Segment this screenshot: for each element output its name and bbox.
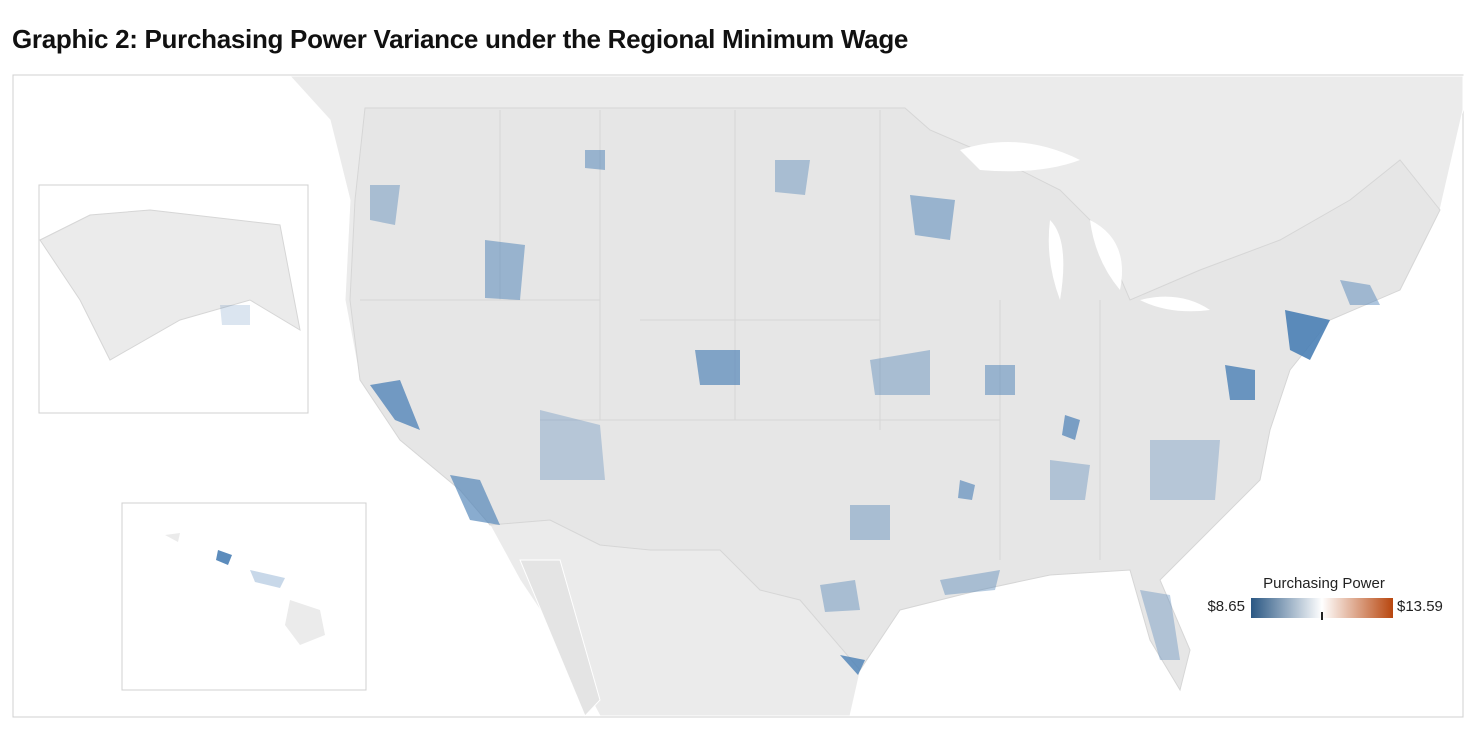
legend-max-label: $13.59	[1397, 598, 1443, 615]
legend: Purchasing Power $8.65 $13.59	[1207, 575, 1443, 620]
legend-min-label: $8.65	[1207, 598, 1245, 615]
regions	[370, 150, 1380, 675]
hawaii-inset	[121, 502, 367, 691]
legend-title: Purchasing Power	[1263, 575, 1385, 592]
lakes	[960, 142, 1210, 312]
united-states	[349, 107, 1441, 692]
title: Graphic 2: Purchasing Power Variance und…	[12, 24, 909, 54]
color-scale	[1251, 598, 1393, 618]
alaska-inset	[38, 184, 309, 414]
